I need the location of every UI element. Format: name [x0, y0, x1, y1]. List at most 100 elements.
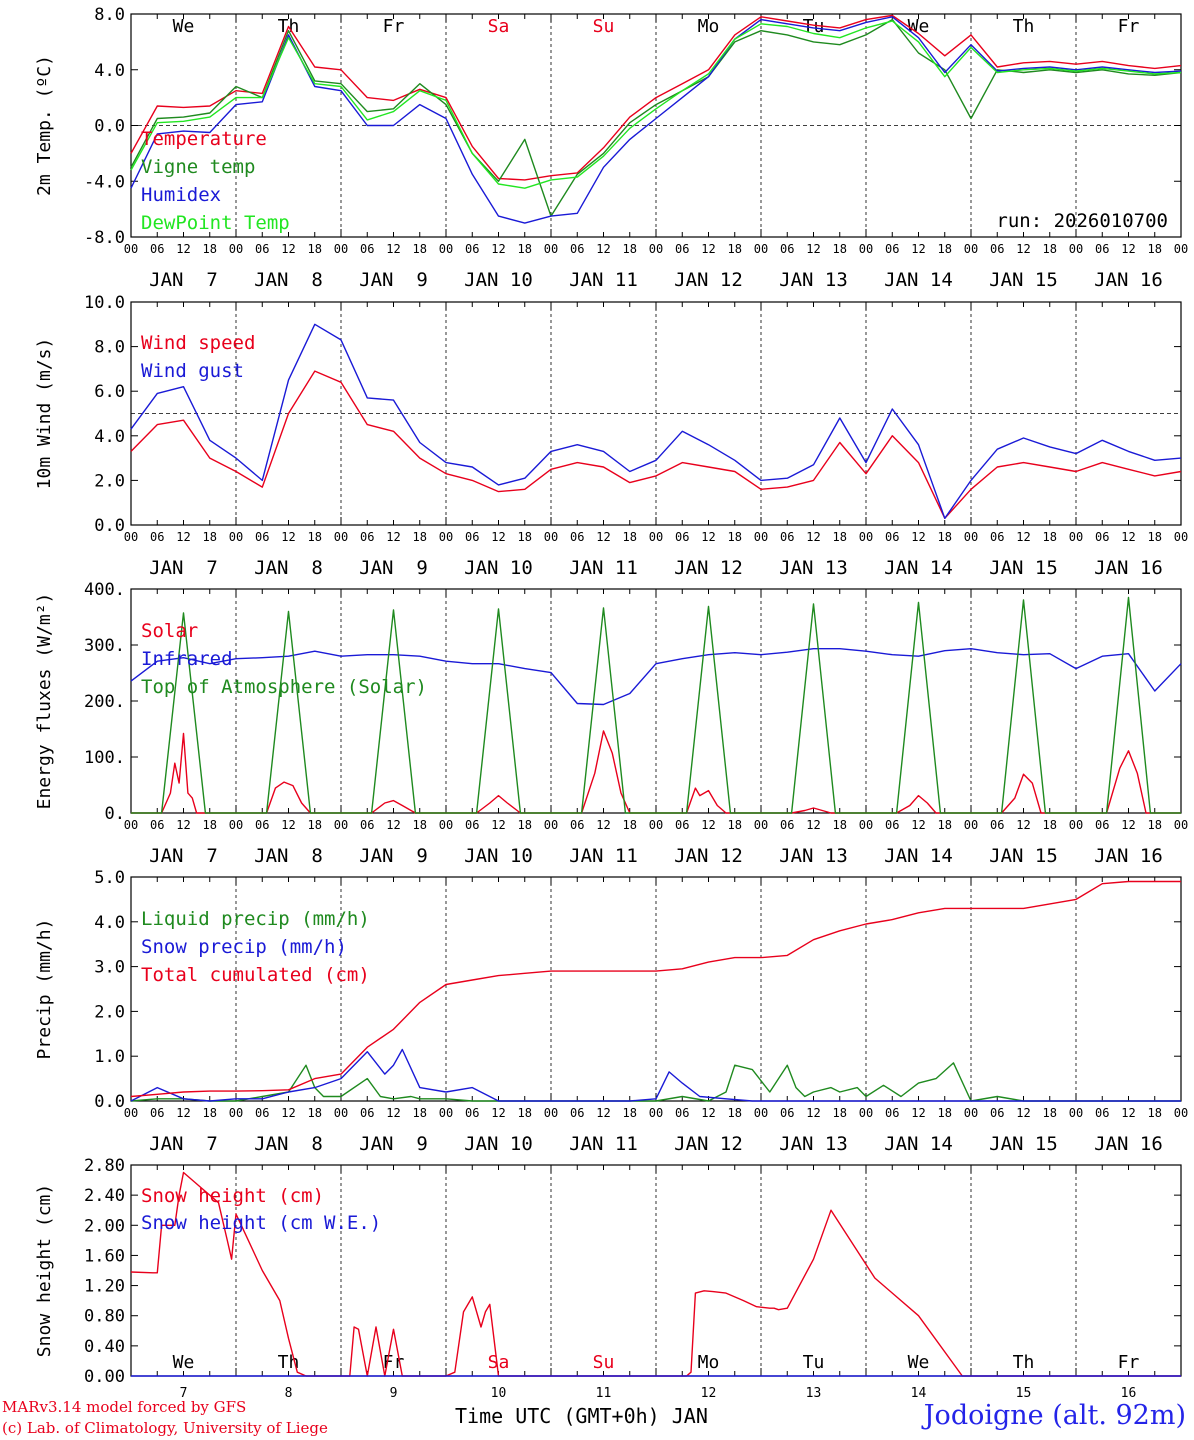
temp-series-temperature	[130, 14, 1182, 181]
legend-entry: Temperature	[141, 128, 267, 150]
y-tick-label: 1.60	[84, 1246, 125, 1266]
date-label: JAN 7	[149, 1133, 218, 1155]
legend-entry: Liquid precip (mm/h)	[141, 908, 370, 930]
hour-tick-label: 06	[570, 818, 584, 832]
hour-tick-label: 06	[360, 818, 374, 832]
hour-tick-label: 18	[413, 818, 427, 832]
hour-tick-label: 12	[386, 1106, 400, 1120]
hour-tick-label: 12	[596, 1106, 610, 1120]
date-label: JAN 11	[569, 845, 638, 867]
hour-tick-label: 06	[570, 1106, 584, 1120]
hour-tick-label: 06	[990, 1106, 1004, 1120]
weekday-label: We	[908, 1352, 930, 1373]
hour-tick-label: 18	[1043, 1106, 1057, 1120]
y-tick-label: 0.0	[94, 516, 125, 536]
hour-tick-label: 12	[176, 242, 190, 256]
hour-tick-label: 00	[124, 818, 138, 832]
hour-tick-label: 12	[596, 818, 610, 832]
y-tick-label: 0.80	[84, 1307, 125, 1327]
hour-tick-label: 06	[675, 242, 689, 256]
hour-tick-label: 12	[911, 242, 925, 256]
weekday-label: Mo	[698, 1352, 720, 1373]
y-tick-label: 200.	[84, 692, 125, 712]
date-label: JAN 8	[254, 845, 323, 867]
hour-tick-label: 18	[1148, 818, 1162, 832]
date-label: JAN 15	[989, 1133, 1058, 1155]
hour-tick-label: 18	[1148, 242, 1162, 256]
date-label: JAN 11	[569, 269, 638, 291]
date-label: JAN 11	[569, 557, 638, 579]
hour-tick-label: 18	[203, 818, 217, 832]
precip-series-snow-precip-mm-h-	[130, 1048, 1181, 1102]
hour-tick-label: 12	[176, 530, 190, 544]
hour-tick-label: 18	[308, 530, 322, 544]
hour-tick-label: 00	[964, 530, 978, 544]
date-label: JAN 13	[779, 845, 848, 867]
hour-tick-label: 18	[1043, 530, 1057, 544]
day-number-label: 14	[911, 1386, 927, 1401]
hour-tick-label: 00	[649, 242, 663, 256]
hour-tick-label: 12	[596, 242, 610, 256]
date-label: JAN 13	[779, 1133, 848, 1155]
hour-tick-label: 12	[1121, 530, 1135, 544]
hour-tick-label: 18	[623, 242, 637, 256]
hour-tick-label: 06	[885, 1106, 899, 1120]
date-label: JAN 10	[464, 557, 533, 579]
hour-tick-label: 00	[1069, 818, 1083, 832]
hour-tick-label: 18	[413, 242, 427, 256]
temp-series-dewpoint-temp	[130, 20, 1182, 189]
y-tick-label: 2.00	[84, 1216, 125, 1236]
hour-tick-label: 12	[386, 530, 400, 544]
hour-tick-label: 00	[1069, 242, 1083, 256]
hour-tick-label: 12	[386, 818, 400, 832]
hour-tick-label: 18	[938, 242, 952, 256]
hour-tick-label: 12	[701, 1106, 715, 1120]
date-label: JAN 7	[149, 557, 218, 579]
legend-entry: Solar	[141, 620, 198, 642]
hour-tick-label: 12	[701, 530, 715, 544]
date-label: JAN 13	[779, 269, 848, 291]
hour-tick-label: 00	[334, 242, 348, 256]
date-label: JAN 8	[254, 269, 323, 291]
date-label: JAN 9	[359, 1133, 428, 1155]
hour-tick-label: 00	[124, 530, 138, 544]
day-number-label: 11	[596, 1386, 612, 1401]
hour-tick-label: 18	[728, 530, 742, 544]
hour-tick-label: 00	[649, 530, 663, 544]
hour-tick-label: 18	[1148, 530, 1162, 544]
y-tick-label: 8.0	[94, 5, 125, 25]
snow-series-snow-height-cm-	[130, 1171, 1181, 1377]
hour-tick-label: 12	[1016, 818, 1030, 832]
hour-tick-label: 18	[833, 242, 847, 256]
hour-tick-label: 12	[806, 530, 820, 544]
hour-tick-label: 18	[728, 818, 742, 832]
hour-tick-label: 18	[938, 818, 952, 832]
hour-tick-label: 00	[754, 242, 768, 256]
hour-tick-label: 00	[439, 1106, 453, 1120]
y-tick-label: 0.	[105, 804, 125, 824]
date-label: JAN 14	[884, 269, 953, 291]
hour-tick-label: 06	[150, 242, 164, 256]
y-tick-label: 0.0	[94, 1092, 125, 1112]
date-label: JAN 7	[149, 845, 218, 867]
hour-tick-label: 06	[570, 242, 584, 256]
hour-tick-label: 18	[203, 1106, 217, 1120]
hour-tick-label: 00	[124, 1106, 138, 1120]
hour-tick-label: 00	[1174, 242, 1188, 256]
hour-tick-label: 18	[833, 530, 847, 544]
hour-tick-label: 18	[518, 1106, 532, 1120]
hour-tick-label: 06	[255, 530, 269, 544]
hour-tick-label: 18	[728, 1106, 742, 1120]
hour-tick-label: 00	[754, 530, 768, 544]
hour-tick-label: 18	[623, 818, 637, 832]
hour-tick-label: 12	[911, 530, 925, 544]
date-label: JAN 16	[1094, 845, 1163, 867]
hour-tick-label: 12	[281, 530, 295, 544]
y-tick-label: 2.80	[84, 1156, 125, 1176]
date-label: JAN 9	[359, 269, 428, 291]
hour-tick-label: 06	[255, 242, 269, 256]
legend-entry: Humidex	[141, 184, 221, 206]
hour-tick-label: 00	[1069, 530, 1083, 544]
hour-tick-label: 12	[491, 818, 505, 832]
day-number-label: 10	[491, 1386, 507, 1401]
